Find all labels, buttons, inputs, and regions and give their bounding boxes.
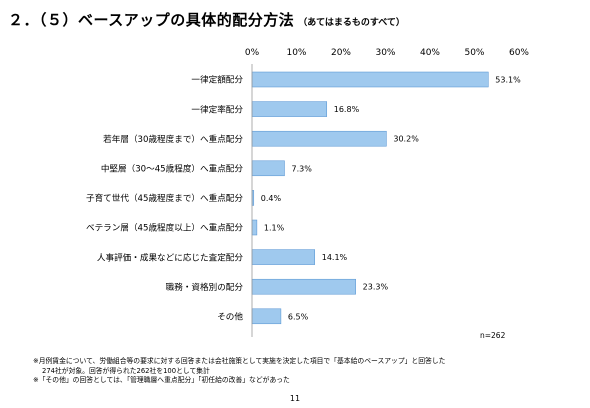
- x-tick-label: 40%: [420, 48, 440, 58]
- category-label: その他: [217, 311, 243, 323]
- value-label: 53.1%: [495, 76, 521, 85]
- bar: [251, 308, 282, 325]
- value-label: 30.2%: [393, 135, 419, 144]
- x-tick-label: 30%: [375, 48, 395, 58]
- category-labels: 一律定額配分一律定率配分若年層（30歳程度まで）へ重点配分中堅層（30～45歳程…: [86, 74, 243, 323]
- bar: [251, 219, 258, 236]
- sample-size: n=262: [480, 331, 506, 340]
- value-label: 1.1%: [264, 224, 285, 233]
- value-label: 0.4%: [261, 194, 282, 203]
- footnotes: ※月例賃金について、労働組合等の要求に対する回答または会社施策として実施を決定し…: [33, 357, 445, 386]
- value-labels: 53.1% 16.8% 30.2% 7.3% 0.4% 1.1% 14.1% 23.3% 6.5…: [261, 76, 521, 322]
- x-tick-label: 60%: [509, 48, 529, 58]
- category-label: 若年層（30歳程度まで）へ重点配分: [103, 133, 243, 145]
- title-sub: （あてはまるものすべて）: [298, 18, 405, 28]
- category-label: 一律定率配分: [191, 103, 243, 115]
- value-label: 6.5%: [288, 312, 309, 321]
- footnote-line-1: ※月例賃金について、労働組合等の要求に対する回答または会社施策として実施を決定し…: [33, 357, 446, 365]
- x-tick-label: 0%: [245, 48, 260, 58]
- x-tick-label: 10%: [286, 48, 306, 58]
- category-label: 職務・資格別の配分: [166, 281, 244, 293]
- x-axis-ticks: 0% 10% 20% 30% 40% 50% 60%: [245, 48, 530, 58]
- category-label: ベテラン層（45歳程度以上）へ重点配分: [86, 222, 243, 234]
- bar: [251, 160, 285, 177]
- bar: [251, 101, 328, 117]
- category-label: 中堅層（30～45歳程度）へ重点配分: [101, 163, 244, 175]
- bar: [251, 130, 387, 147]
- page-number: 11: [289, 394, 301, 403]
- value-label: 14.1%: [322, 253, 348, 262]
- bar: [251, 278, 356, 295]
- footnote-line-3: ※「その他」の回答としては、「管理職層へ重点配分」「初任給の改善」などがあった: [33, 376, 290, 385]
- page-title: ２．（５）ベースアップの具体的配分方法 （あてはまるものすべて）: [8, 9, 405, 30]
- footnote-line-2: 274社が対象。回答が得られた262社を100として集計: [42, 366, 210, 375]
- bar: [251, 249, 315, 265]
- category-label: 子育て世代（45歳程度まで）へ重点配分: [86, 192, 243, 204]
- bar: [251, 71, 489, 88]
- category-label: 人事評価・成果などに応じた査定配分: [97, 251, 244, 263]
- value-label: 23.3%: [363, 283, 389, 292]
- bar-chart: 0% 10% 20% 30% 40% 50% 60% 一律定額配分一律定率配分若年層（30歳…: [86, 48, 530, 337]
- x-tick-label: 20%: [331, 48, 351, 58]
- bars: [251, 71, 489, 325]
- x-tick-label: 50%: [464, 48, 484, 58]
- title-main: ２．（５）ベースアップの具体的配分方法: [8, 11, 295, 29]
- value-label: 16.8%: [334, 105, 360, 114]
- value-label: 7.3%: [291, 164, 312, 173]
- category-label: 一律定額配分: [191, 74, 243, 86]
